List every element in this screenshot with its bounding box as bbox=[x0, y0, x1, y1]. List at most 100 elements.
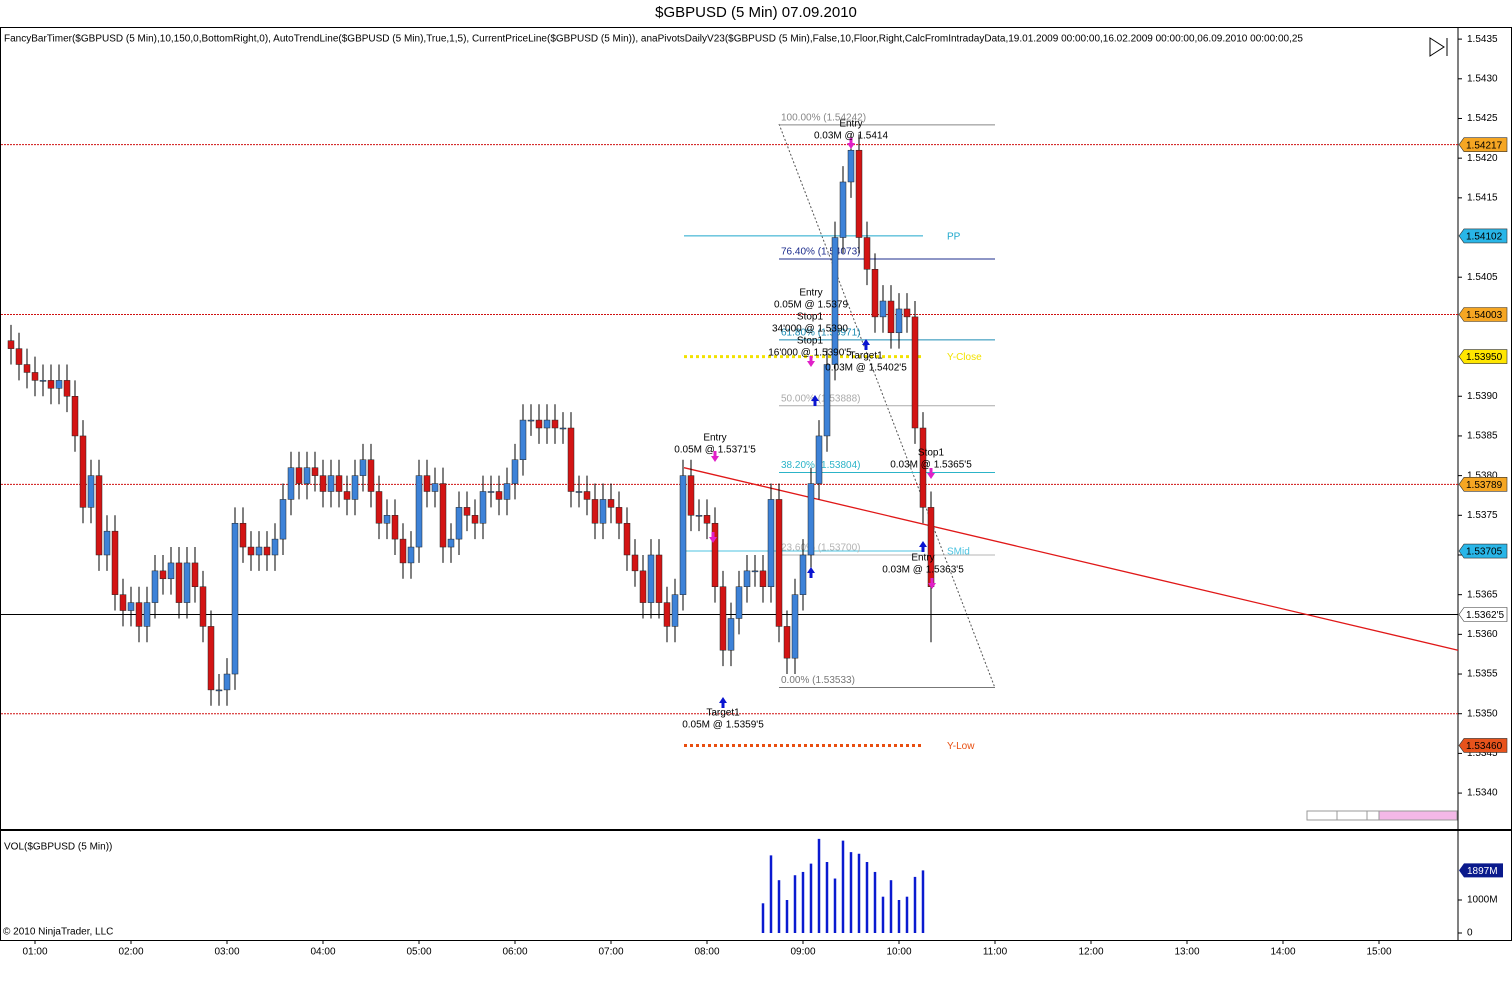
candle-body bbox=[823, 364, 831, 437]
candle-body bbox=[103, 530, 111, 556]
x-tick-label: 07:00 bbox=[598, 947, 623, 958]
candle-body bbox=[399, 538, 407, 564]
candle-body bbox=[735, 586, 743, 619]
candle-body bbox=[551, 419, 559, 429]
chart-title: $GBPUSD (5 Min) 07.09.2010 bbox=[655, 4, 857, 21]
candle-body bbox=[375, 491, 383, 524]
candle-body bbox=[311, 467, 319, 476]
price-tag bbox=[1458, 307, 1508, 322]
trade-arrow bbox=[862, 339, 870, 350]
trade-annotation: Entry bbox=[703, 433, 726, 444]
volume-tick-label: 1000M bbox=[1467, 895, 1498, 906]
candle-body bbox=[143, 602, 151, 627]
y-tick-label: 1.5340 bbox=[1467, 788, 1498, 799]
trade-annotation: 0.05M @ 1.5359'5 bbox=[682, 720, 764, 731]
candle-body bbox=[327, 475, 335, 492]
x-tick-label: 06:00 bbox=[502, 947, 527, 958]
trade-arrow bbox=[711, 451, 719, 462]
candle-body bbox=[919, 427, 927, 508]
candle-body bbox=[671, 594, 679, 627]
fib-label: 23.60% (1.53700) bbox=[781, 543, 861, 554]
candle-body bbox=[95, 475, 103, 556]
candle-body bbox=[783, 626, 791, 659]
candle-body bbox=[799, 554, 807, 595]
y-tick-label: 1.5390 bbox=[1467, 391, 1498, 402]
candle-body bbox=[367, 459, 375, 492]
trade-arrow bbox=[719, 697, 727, 708]
pivot-label: PP bbox=[947, 232, 961, 243]
x-tick-label: 01:00 bbox=[22, 947, 47, 958]
candle-body bbox=[183, 562, 191, 603]
candle-body bbox=[423, 475, 431, 492]
y-tick-label: 1.5385 bbox=[1467, 431, 1498, 442]
trade-annotation: 16'000 @ 1.5390'5 bbox=[768, 348, 852, 359]
candle-body bbox=[815, 435, 823, 484]
trade-annotation: Entry bbox=[799, 288, 822, 299]
candle-body bbox=[503, 483, 511, 500]
x-tick-label: 03:00 bbox=[214, 947, 239, 958]
x-tick-label: 11:00 bbox=[983, 947, 1008, 958]
candle-body bbox=[591, 499, 599, 524]
y-tick-label: 1.5420 bbox=[1467, 153, 1498, 164]
trade-arrow bbox=[807, 567, 815, 578]
candle-body bbox=[879, 300, 887, 318]
candle-body bbox=[687, 475, 695, 516]
candle-body bbox=[175, 562, 183, 603]
candle-body bbox=[351, 475, 359, 500]
y-tick-label: 1.5345 bbox=[1467, 748, 1498, 759]
price-tag bbox=[1458, 543, 1508, 559]
candle-body bbox=[479, 491, 487, 524]
trade-arrow bbox=[919, 541, 927, 552]
candle-body bbox=[279, 499, 287, 540]
candle-body bbox=[231, 522, 239, 675]
fib-label: 50.00% (1.53888) bbox=[781, 393, 861, 404]
y-tick-label: 1.5430 bbox=[1467, 73, 1498, 84]
trade-arrow bbox=[927, 468, 935, 479]
trade-annotation: 0.03M @ 1.5414 bbox=[814, 131, 889, 142]
candle-body bbox=[791, 594, 799, 659]
candle-body bbox=[271, 538, 279, 556]
candle-body bbox=[15, 348, 23, 365]
fib-label: 61.80% (1.53971) bbox=[781, 328, 861, 339]
candle-body bbox=[743, 570, 751, 587]
candle-body bbox=[455, 507, 463, 540]
candle-body bbox=[23, 364, 31, 373]
y-tick-label: 1.5365 bbox=[1467, 589, 1498, 600]
pivot-label: Y-Close bbox=[947, 352, 982, 363]
candle-body bbox=[71, 396, 79, 437]
candle-body bbox=[391, 515, 399, 540]
price-tag-label: 1.53460 bbox=[1466, 741, 1503, 752]
trade-annotation: 0.03M @ 1.5363'5 bbox=[882, 565, 964, 576]
price-tag bbox=[1458, 477, 1508, 492]
x-tick-label: 09:00 bbox=[790, 947, 815, 958]
candle-body bbox=[903, 308, 911, 318]
candle-body bbox=[415, 475, 423, 548]
candle-body bbox=[655, 554, 663, 603]
candle-body bbox=[647, 554, 655, 603]
y-tick-label: 1.5435 bbox=[1467, 34, 1498, 45]
candle-body bbox=[703, 515, 711, 524]
price-tag bbox=[1458, 137, 1508, 152]
candle-body bbox=[39, 380, 47, 382]
x-tick-label: 04:00 bbox=[310, 947, 335, 958]
fib-label: 100.00% (1.54242) bbox=[781, 112, 866, 123]
candle-body bbox=[519, 419, 527, 460]
candle-body bbox=[359, 459, 367, 476]
price-tag bbox=[1458, 607, 1508, 622]
price-tag-label: 1.53950 bbox=[1466, 352, 1503, 363]
fib-label: 0.00% (1.53533) bbox=[781, 675, 855, 686]
x-tick-label: 05:00 bbox=[406, 947, 431, 958]
price-tag-label: 1.53705 bbox=[1466, 547, 1503, 558]
timer-icon[interactable] bbox=[1429, 37, 1448, 57]
price-tag bbox=[1458, 349, 1508, 364]
trade-annotation: Target1 bbox=[849, 351, 883, 362]
candle-body bbox=[447, 538, 455, 548]
x-tick-label: 02:00 bbox=[118, 947, 143, 958]
trade-annotation: 0.05M @ 1.5379 bbox=[774, 300, 849, 311]
candle-body bbox=[383, 515, 391, 524]
candle-body bbox=[839, 181, 847, 238]
candle-body bbox=[215, 689, 223, 692]
candle-body bbox=[807, 483, 815, 556]
fib-label: 76.40% (1.54073) bbox=[781, 247, 861, 258]
